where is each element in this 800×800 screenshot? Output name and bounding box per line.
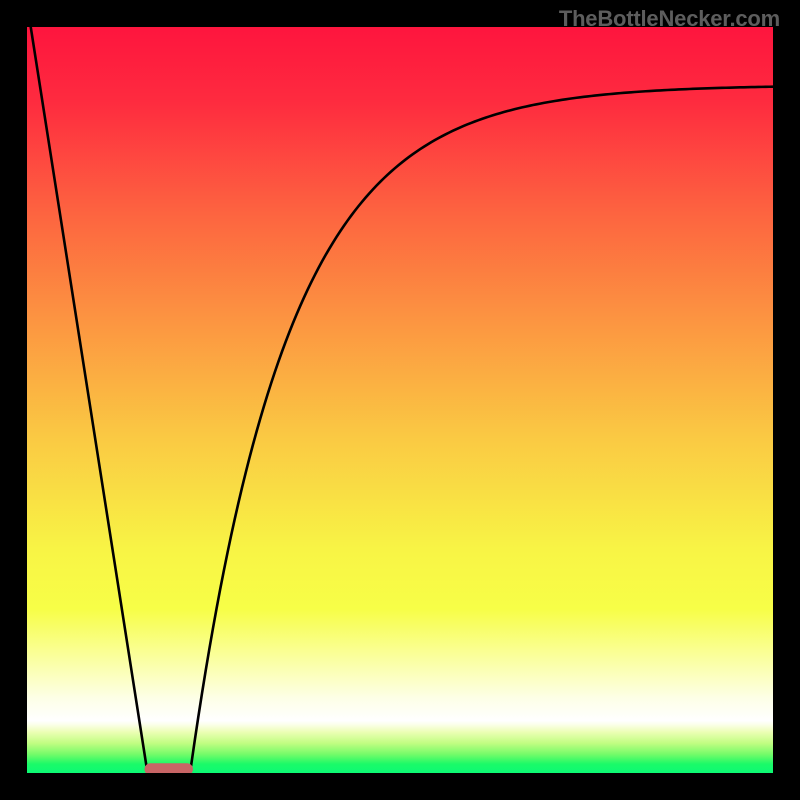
gradient-background bbox=[27, 27, 773, 773]
bottleneck-chart bbox=[27, 27, 773, 773]
plot-area bbox=[27, 27, 773, 773]
valley-marker bbox=[144, 763, 192, 773]
chart-frame: TheBottleNecker.com bbox=[0, 0, 800, 800]
watermark-text: TheBottleNecker.com bbox=[559, 6, 780, 32]
